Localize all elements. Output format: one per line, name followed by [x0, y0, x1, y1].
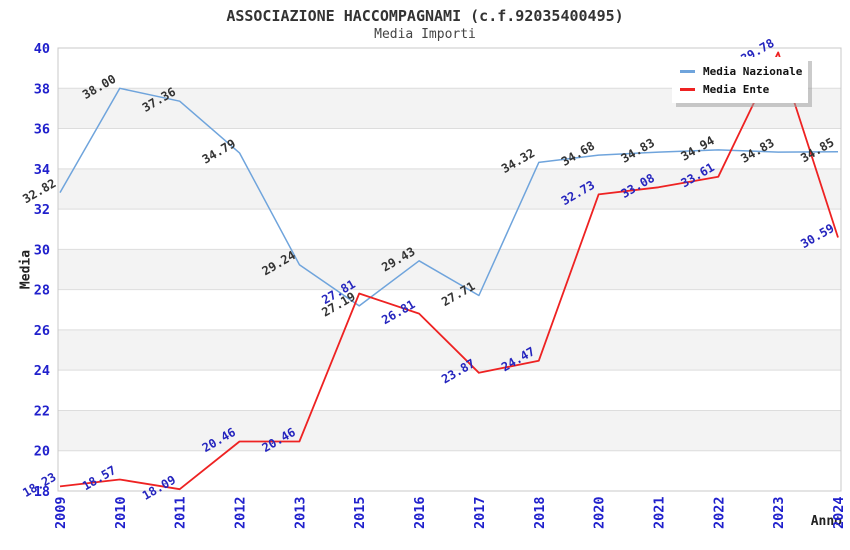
plot-border: [57, 47, 842, 492]
plot-band: [58, 410, 841, 451]
y-tick-label: 34: [34, 162, 50, 178]
x-tick-label: 2012: [233, 496, 249, 529]
plot-band: [58, 168, 841, 210]
y-tick-label: 38: [34, 81, 50, 97]
legend-line-swatch-icon: [680, 69, 695, 73]
x-tick-label: 2017: [472, 496, 488, 529]
x-tick-label: 2009: [53, 496, 69, 529]
x-tick-label: 2024: [831, 496, 847, 529]
x-tick-label: 2021: [651, 496, 667, 529]
value-label: 34.83: [619, 136, 657, 166]
legend-label: Media Ente: [703, 82, 770, 96]
legend-item-media-ente: Media Ente: [680, 80, 808, 98]
y-tick-label: 36: [34, 122, 50, 138]
x-tick-label: 2015: [352, 496, 368, 529]
series-line-media-nazionale: [59, 87, 839, 307]
y-tick-label: 26: [34, 323, 50, 339]
y-tick-label: 28: [34, 283, 50, 299]
legend-item-media-nazionale: Media Nazionale: [680, 62, 808, 80]
x-tick-label: 2023: [771, 496, 787, 529]
value-label: 30.59: [798, 221, 836, 251]
x-tick-label: 2018: [532, 496, 548, 529]
y-tick-label: 32: [34, 202, 50, 218]
y-tick-label: 22: [34, 403, 50, 419]
value-label: 34.83: [738, 136, 776, 166]
value-label: 34.85: [798, 135, 836, 165]
y-tick-label: 40: [34, 41, 50, 57]
x-axis-title: Anno: [810, 514, 842, 529]
legend-box: Media Nazionale Media Ente: [672, 57, 808, 103]
chart-title: ASSOCIAZIONE HACCOMPAGNAMI (c.f.92035400…: [226, 7, 624, 25]
y-tick-label: 18: [34, 484, 50, 500]
plot-band: [58, 329, 841, 371]
x-tick-label: 2013: [292, 496, 308, 529]
y-tick-label: 30: [34, 242, 50, 258]
value-label: 18.57: [80, 463, 118, 493]
x-tick-label: 2022: [711, 496, 727, 529]
x-tick-label: 2020: [592, 496, 608, 529]
value-label: 34.94: [679, 133, 717, 163]
series-line-media-ente: [59, 51, 839, 491]
plot-band: [58, 249, 841, 290]
y-tick-label: 20: [34, 444, 50, 460]
x-tick-label: 2016: [412, 496, 428, 529]
value-label: 34.79: [200, 136, 238, 166]
x-tick-label: 2010: [113, 496, 129, 529]
x-tick-label: 2011: [173, 496, 189, 529]
legend-label: Media Nazionale: [703, 64, 803, 78]
value-label: 34.68: [559, 139, 597, 169]
chart-subtitle: Media Importi: [374, 27, 476, 42]
y-tick-label: 24: [34, 363, 50, 379]
legend-line-swatch-icon: [680, 87, 695, 91]
